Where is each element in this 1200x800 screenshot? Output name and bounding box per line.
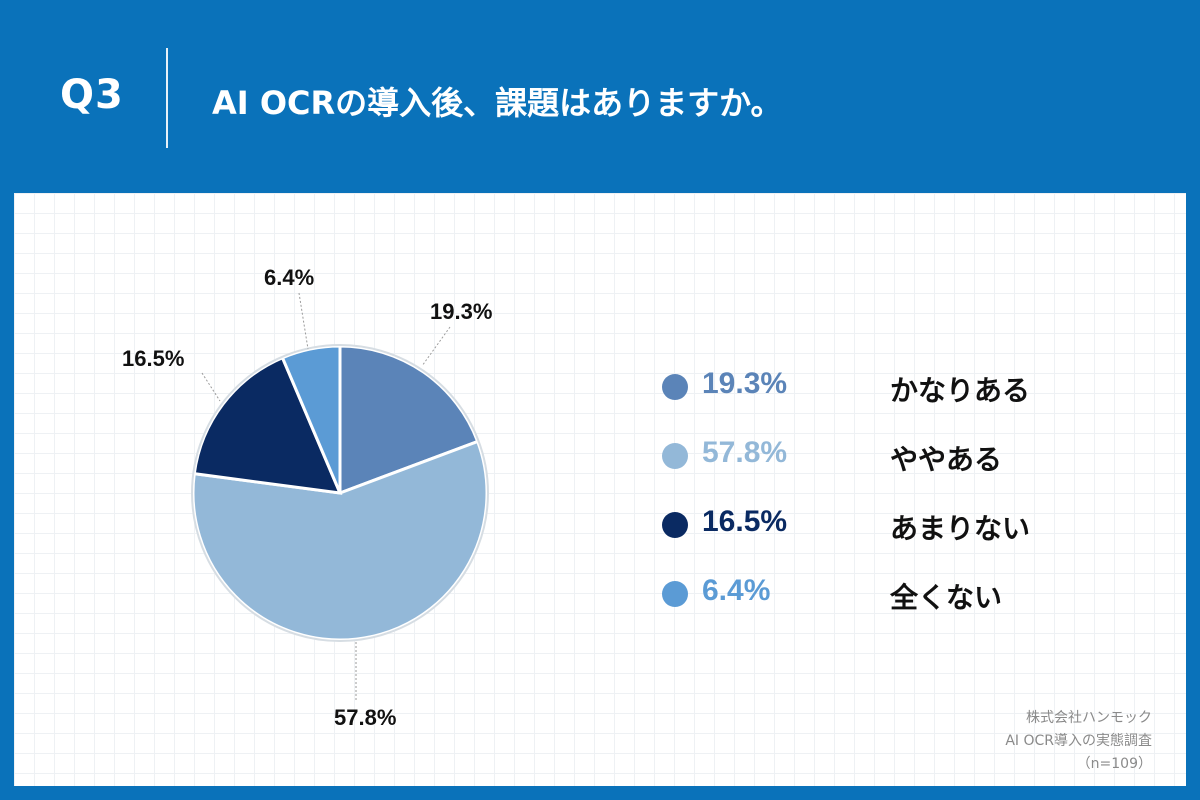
slice-label-kanari-aru: 19.3% (430, 299, 493, 324)
legend-dot (662, 581, 688, 607)
question-title: AI OCRの導入後、課題はありますか。 (212, 84, 783, 122)
legend-dot (662, 374, 688, 400)
legend-category: かなりある (890, 374, 1031, 407)
question-number: Q3 (60, 72, 124, 118)
question-header: Q3 AI OCRの導入後、課題はありますか。 (0, 0, 1200, 192)
chart-panel: 19.3% 57.8% 16.5% 6.4% 19.3% かなりある 57.8%… (14, 193, 1186, 786)
source-company: 株式会社ハンモック (1026, 710, 1152, 726)
legend-category: ややある (890, 443, 1003, 476)
legend-percent: 57.8% (702, 436, 788, 469)
slice-amari-nai (192, 355, 343, 495)
slice-label-mattaku-nai: 6.4% (264, 265, 315, 290)
slice-kanari-aru (338, 344, 480, 496)
slice-label-amari-nai: 16.5% (122, 346, 185, 371)
leader-line-kanari-aru (421, 326, 451, 367)
legend-dot (662, 443, 688, 469)
pie-outline (191, 344, 489, 642)
slice-mattaku-nai (280, 344, 342, 494)
legend-category: 全くない (890, 581, 1003, 614)
legend-category: あまりない (890, 512, 1031, 545)
leader-line-mattaku-nai (298, 292, 309, 350)
source-survey: AI OCR導入の実態調査 (1005, 733, 1152, 749)
slice-label-yaya-aru: 57.8% (334, 705, 397, 730)
legend-dot (662, 512, 688, 538)
source-note: 株式会社ハンモック AI OCR導入の実態調査 （n=109） (1005, 707, 1152, 776)
source-sample: （n=109） (1076, 756, 1152, 772)
leader-line-amari-nai (201, 372, 221, 402)
legend-percent: 16.5% (702, 505, 788, 538)
slice-yaya-aru (191, 439, 489, 642)
legend-percent: 19.3% (702, 367, 788, 400)
header-divider (166, 48, 168, 148)
pie-chart (191, 292, 489, 700)
legend-percent: 6.4% (702, 574, 771, 607)
